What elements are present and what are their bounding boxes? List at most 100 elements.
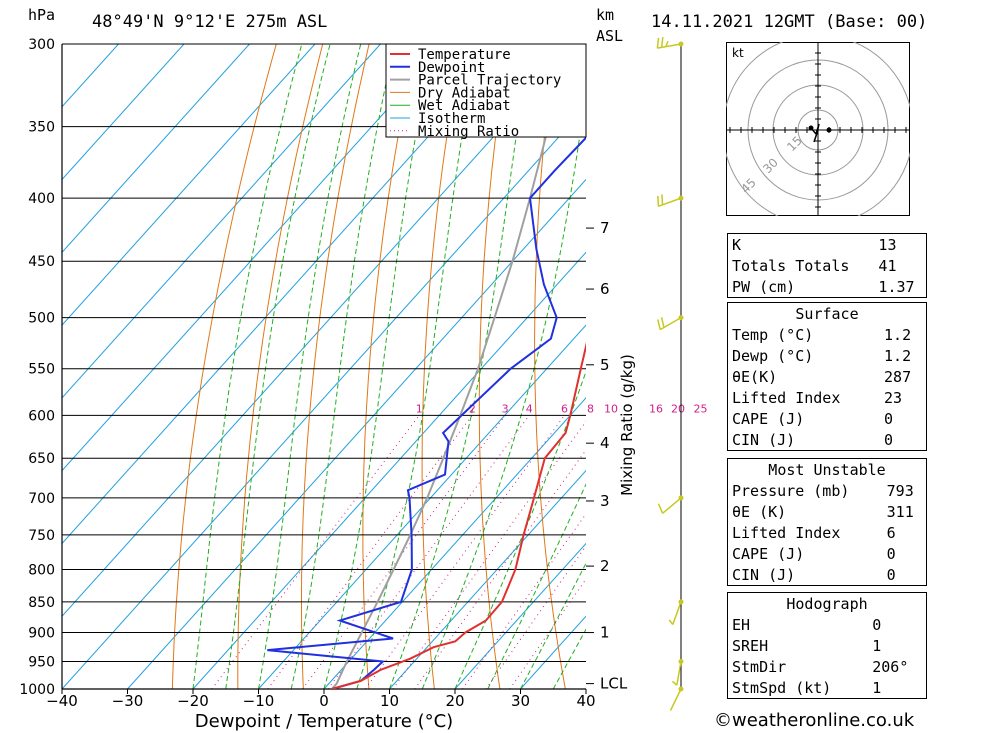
- legend-label: Wet Adiabat: [418, 98, 511, 114]
- wind-barb-flag: [660, 317, 665, 328]
- wind-barb-staff: [669, 688, 682, 711]
- mixing-ratio-line: [462, 512, 586, 689]
- surface-title: Surface: [795, 304, 859, 323]
- index-row: K 13: [728, 234, 927, 256]
- index-row: Lifted Index 23: [728, 387, 927, 408]
- index-label: Lifted Index: [732, 388, 841, 407]
- index-row: CIN (J) 0: [728, 564, 927, 586]
- x-tick-label: 30: [511, 692, 530, 710]
- index-label: Dewp (°C): [732, 346, 814, 365]
- index-label: Lifted Index: [732, 523, 841, 542]
- wind-barb-staff: [659, 317, 682, 331]
- isotherm-line: [62, 106, 586, 689]
- wind-barb-flag: [657, 319, 661, 330]
- index-value: 0: [884, 430, 894, 449]
- wind-barb-flag: [668, 619, 674, 625]
- pressure-tick-label: 700: [28, 491, 55, 507]
- dry-adiabat-line: [301, 44, 370, 689]
- wind-barb-flag: [657, 195, 660, 207]
- height-unit-km: km: [596, 6, 615, 24]
- x-tick-label: −40: [46, 692, 78, 710]
- index-value: 0: [872, 615, 882, 634]
- index-value: 0: [886, 565, 896, 584]
- index-row: Dewp (°C) 1.2: [728, 345, 927, 366]
- copyright-link[interactable]: ©weatheronline.co.uk: [714, 710, 915, 731]
- wind-barb-flag: [660, 36, 664, 48]
- isotherm-line: [258, 324, 586, 689]
- mixing-ratio-line: [414, 449, 586, 689]
- x-tick-label: 40: [576, 692, 595, 710]
- index-value: 41: [878, 256, 897, 275]
- dry-adiabat-line: [534, 44, 566, 689]
- parcel-trajectory: [331, 44, 565, 689]
- pressure-tick-label: 600: [28, 408, 55, 424]
- hodograph-trace: [810, 123, 820, 143]
- mixing-ratio-label: 8: [587, 402, 594, 415]
- dry-adiabat-line: [971, 26, 1000, 689]
- isotherm-line: [62, 44, 119, 108]
- pressure-tick-label: 750: [28, 528, 55, 544]
- pressure-unit-label: hPa: [28, 6, 56, 24]
- storm-motion-point: [826, 127, 832, 133]
- mixing-ratio-label: 1: [416, 402, 423, 415]
- mixing-ratio-line: [509, 578, 586, 689]
- wind-barb-flag: [657, 503, 664, 514]
- dry-adiabat-line: [421, 44, 463, 689]
- mixing-ratio-label: 10: [604, 402, 618, 415]
- mixing-ratio-line: [364, 415, 565, 689]
- index-label: Pressure (mb): [732, 481, 850, 500]
- wind-barb-flag: [661, 194, 664, 205]
- mixing-ratio-label: 2: [469, 402, 476, 415]
- height-tick-label: 3: [600, 492, 610, 510]
- wind-barb-staff: [662, 497, 682, 514]
- index-value: 1: [872, 636, 882, 655]
- isotherm-line: [62, 44, 316, 326]
- index-row: EH 0: [728, 614, 927, 635]
- legend-label: Dry Adiabat: [418, 85, 511, 101]
- isotherm-line: [62, 44, 578, 617]
- dewpoint-profile: [267, 136, 586, 689]
- height-tick-label: 6: [600, 280, 610, 298]
- wind-barb-flag: [671, 680, 678, 686]
- index-label: Totals Totals: [732, 256, 850, 275]
- isotherm-line: [389, 469, 586, 689]
- most-unstable-title: Most Unstable: [768, 460, 886, 479]
- index-row: θE (K) 311: [728, 501, 927, 522]
- mixing-ratio-label: 20: [671, 402, 685, 415]
- isotherm-line: [454, 542, 586, 689]
- index-value: 793: [886, 481, 914, 500]
- index-label: K: [732, 235, 742, 254]
- dry-adiabat-line: [362, 44, 417, 689]
- index-label: CAPE (J): [732, 409, 805, 428]
- index-value: 1.37: [878, 277, 915, 296]
- surface-table: Surface Temp (°C) 1.2 Dewp (°C) 1.2 θE(K) 2…: [727, 302, 927, 451]
- x-tick-label: −10: [243, 692, 275, 710]
- index-label: Temp (°C): [732, 325, 814, 344]
- height-tick-label: 4: [600, 434, 610, 452]
- wind-barb-staff: [672, 601, 682, 625]
- isotherm-line: [62, 44, 381, 399]
- pressure-tick-label: 800: [28, 562, 55, 578]
- isotherm-line: [192, 251, 586, 689]
- location-title: 48°49'N 9°12'E 275m ASL: [92, 12, 328, 32]
- wind-barb-flag: [665, 40, 669, 47]
- index-row: CAPE (J) 0: [728, 408, 927, 429]
- general-indices-table: K 13 Totals Totals 41 PW (cm) 1.37: [727, 233, 927, 298]
- legend-label: Isotherm: [418, 111, 485, 127]
- legend-label: Temperature: [418, 47, 511, 63]
- pressure-tick-label: 650: [28, 451, 55, 467]
- pressure-tick-label: 550: [28, 362, 55, 378]
- isotherm-line: [323, 397, 586, 689]
- x-tick-label: 0: [319, 692, 329, 710]
- hodograph-table: Hodograph EH 0 SREH 1 StmDir 206° StmSpd (k…: [727, 592, 927, 699]
- x-tick-label: 20: [445, 692, 464, 710]
- index-value: 23: [884, 388, 903, 407]
- index-value: 1: [872, 678, 882, 697]
- mixing-ratio-label: 4: [526, 402, 533, 415]
- pressure-tick-label: 400: [28, 191, 55, 207]
- index-row: PW (cm) 1.37: [728, 276, 927, 298]
- index-row: CIN (J) 0: [728, 429, 927, 451]
- dry-adiabat-line: [640, 26, 696, 689]
- index-label: SREH: [732, 636, 769, 655]
